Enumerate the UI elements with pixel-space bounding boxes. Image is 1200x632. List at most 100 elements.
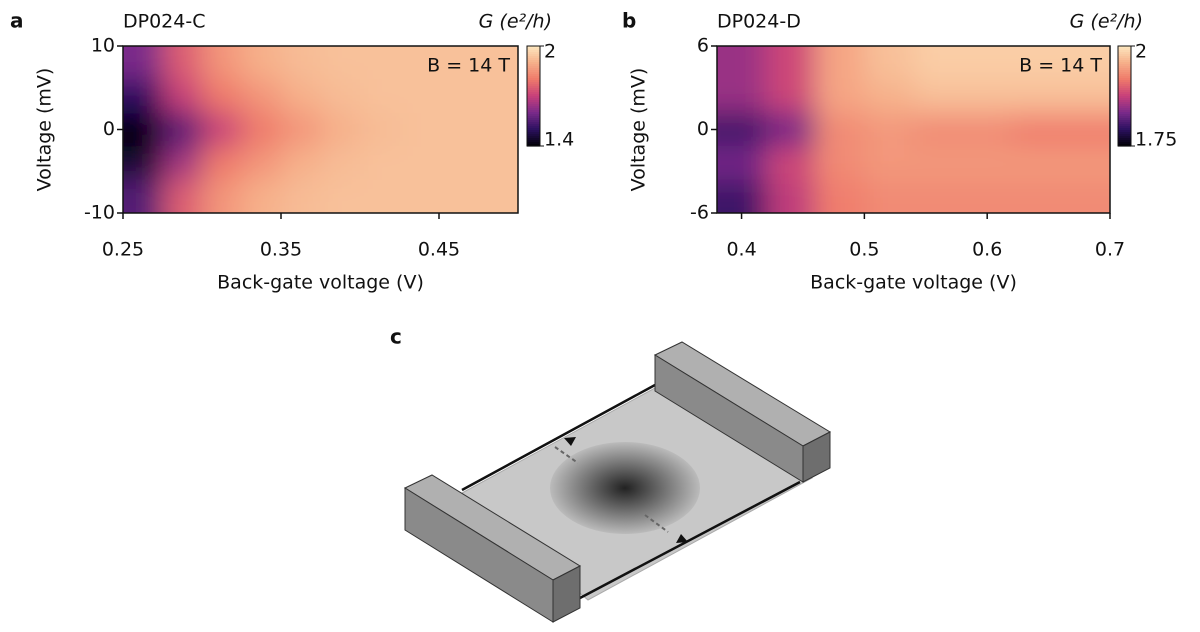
- colorbar-segment: [527, 56, 540, 59]
- colorbar-frame: [1117, 45, 1132, 147]
- colorbar-segment: [527, 50, 540, 53]
- x-tick-label: 0.4: [726, 239, 756, 261]
- heatmap-cell: [241, 79, 282, 114]
- heatmap-cell: [478, 146, 518, 181]
- heatmap-cell: [815, 146, 866, 181]
- heatmap-cell: [962, 179, 1013, 213]
- heatmap-cell: [123, 179, 164, 213]
- colorbar-segment: [1118, 88, 1131, 91]
- colorbar-segment: [1118, 114, 1131, 117]
- heatmap-cell: [241, 46, 282, 81]
- colorbar-segment: [527, 138, 540, 141]
- heatmap-cell: [962, 79, 1013, 114]
- heatmap-cell: [320, 179, 361, 213]
- colorbar-segment: [1118, 134, 1131, 137]
- heatmap-cell: [766, 179, 817, 213]
- annotation: B = 14 T: [427, 55, 510, 77]
- colorbar-segment: [527, 110, 540, 113]
- heatmap-cell: [281, 146, 322, 181]
- colorbar-segment: [1118, 52, 1131, 55]
- colorbar-segment: [1118, 106, 1131, 109]
- colorbar-segment: [1118, 58, 1131, 61]
- heatmap-cell: [399, 179, 440, 213]
- colorbar-segment: [527, 100, 540, 103]
- colorbar-segment: [527, 80, 540, 83]
- heatmap-cell: [864, 46, 915, 81]
- colorbar-segment: [527, 98, 540, 101]
- heatmap-cell: [162, 79, 203, 114]
- annotation: B = 14 T: [1019, 55, 1102, 77]
- y-axis-label: Voltage (mV): [628, 68, 650, 192]
- colorbar-segment: [1118, 76, 1131, 79]
- colorbar-segment: [1118, 138, 1131, 141]
- colorbar-tick-label: 2: [544, 41, 556, 63]
- colorbar-segment: [1118, 66, 1131, 69]
- chart-title: DP024-C: [123, 11, 205, 33]
- heatmap-cell: [962, 146, 1013, 181]
- colorbar-segment: [527, 52, 540, 55]
- colorbar-segment: [527, 76, 540, 79]
- heatmap-cell: [320, 112, 361, 148]
- heatmap-cell: [815, 179, 866, 213]
- colorbar-segment: [1118, 72, 1131, 75]
- colorbar-segment: [1118, 60, 1131, 63]
- colorbar-segment: [527, 122, 540, 125]
- x-tick-label: 0.45: [418, 239, 460, 261]
- heatmap-cell: [913, 146, 964, 181]
- arrow: [676, 534, 688, 543]
- colorbar-segment: [527, 78, 540, 81]
- heatmap-cell: [202, 112, 243, 148]
- heatmap-cell: [241, 179, 282, 213]
- colorbar-segment: [527, 94, 540, 97]
- colorbar-segment: [527, 84, 540, 87]
- colorbar-frame: [526, 45, 541, 147]
- colorbar-segment: [527, 92, 540, 95]
- heatmap-cell: [399, 146, 440, 181]
- colorbar-segment: [1118, 130, 1131, 133]
- colorbar-segment: [1118, 108, 1131, 111]
- heatmap-cell: [478, 46, 518, 81]
- colorbar-segment: [1118, 86, 1131, 89]
- colorbar-segment: [527, 60, 540, 63]
- colorbar-segment: [1118, 100, 1131, 103]
- heatmap-cell: [360, 112, 401, 148]
- colorbar-segment: [1118, 78, 1131, 81]
- colorbar-segment: [1118, 74, 1131, 77]
- colorbar-segment: [1118, 126, 1131, 129]
- y-tick-label: 0: [697, 118, 709, 140]
- colorbar-segment: [527, 46, 540, 49]
- y-tick-label: -10: [84, 202, 115, 224]
- heatmap-cell: [815, 112, 866, 148]
- panel-label: a: [10, 9, 24, 33]
- colorbar-segment: [1118, 98, 1131, 101]
- heatmap: [717, 46, 1110, 213]
- heatmap-cell: [399, 112, 440, 148]
- colorbar-segment: [527, 88, 540, 91]
- colorbar-segment: [527, 112, 540, 115]
- heatmap-cell: [1011, 79, 1062, 114]
- heatmap: [123, 46, 518, 213]
- colorbar-segment: [527, 62, 540, 65]
- heatmap-cell: [360, 146, 401, 181]
- heatmap-cell: [717, 46, 768, 81]
- colorbar-segment: [1118, 46, 1131, 49]
- colorbar-segment: [1118, 80, 1131, 83]
- colorbar-segment: [1118, 54, 1131, 57]
- colorbar-segment: [1118, 122, 1131, 125]
- colorbar-segment: [527, 48, 540, 51]
- colorbar-segment: [1118, 120, 1131, 123]
- colorbar-segment: [1118, 64, 1131, 67]
- colorbar-segment: [527, 118, 540, 121]
- colorbar-segment: [527, 82, 540, 85]
- heatmap-cell: [399, 46, 440, 81]
- heatmap-cell: [717, 112, 768, 148]
- colorbar-segment: [527, 114, 540, 117]
- heatmap-cell: [478, 112, 518, 148]
- heatmap-cell: [123, 46, 164, 81]
- x-tick-label: 0.7: [1095, 239, 1125, 261]
- heatmap-cell: [1011, 146, 1062, 181]
- heatmap-cell: [162, 46, 203, 81]
- heatmap-cells: [123, 46, 518, 213]
- chart-title: DP024-D: [717, 11, 801, 33]
